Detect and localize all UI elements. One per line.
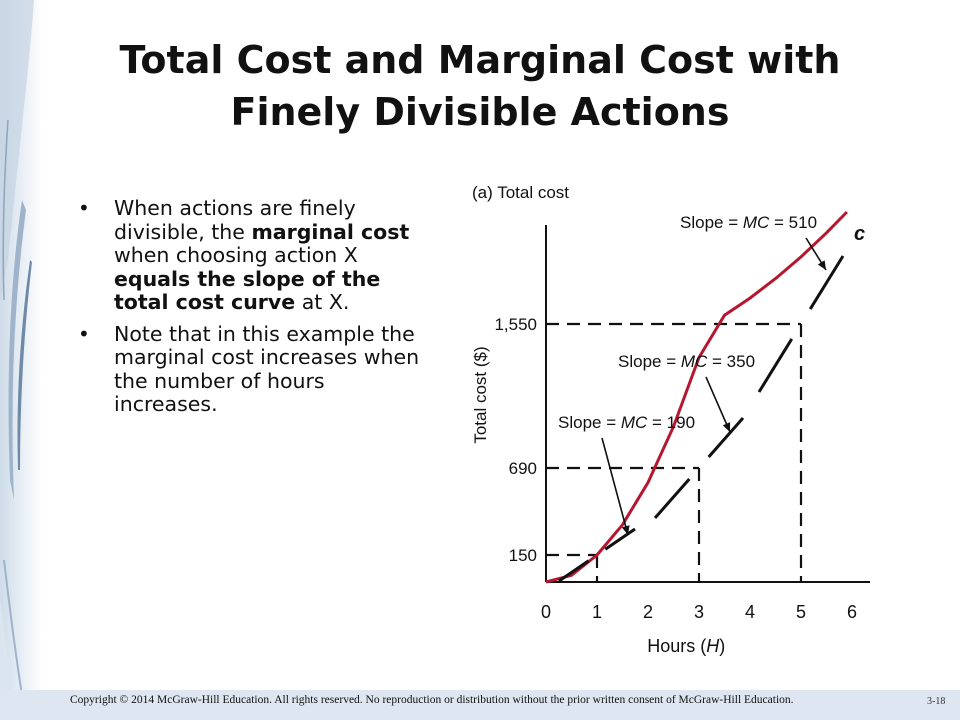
bullet-1-text-b: when choosing action X bbox=[114, 243, 358, 267]
tangent-line bbox=[653, 478, 691, 519]
tangent-slope-label: Slope = MC = 350 bbox=[618, 352, 755, 371]
tangent-slope-label: Slope = MC = 190 bbox=[558, 413, 695, 432]
curve-label: c bbox=[854, 223, 865, 245]
bullet-item: When actions are finely divisible, the m… bbox=[76, 196, 426, 315]
total-cost-curve bbox=[545, 210, 848, 584]
decorative-swoosh-background bbox=[0, 0, 42, 720]
x-tick-label: 2 bbox=[643, 602, 653, 622]
bullet-1-text-c: at X. bbox=[295, 290, 350, 314]
bullet-2-text: Note that in this example the marginal c… bbox=[114, 321, 420, 416]
pointer-arrow-line bbox=[601, 437, 629, 536]
title-line-1: Total Cost and Marginal Cost with bbox=[119, 38, 841, 82]
footer-bar bbox=[0, 690, 960, 720]
pointer-arrowhead bbox=[722, 422, 731, 432]
bullet-item: Note that in this example the marginal c… bbox=[76, 321, 426, 417]
y-tick-label: 1,550 bbox=[494, 315, 537, 334]
pointer-arrow-line bbox=[705, 376, 731, 433]
tangent-line bbox=[604, 527, 636, 551]
tangent-slope-label: Slope = MC = 510 bbox=[680, 213, 817, 232]
slide-title: Total Cost and Marginal Cost with Finely… bbox=[60, 34, 900, 138]
title-line-2: Finely Divisible Actions bbox=[230, 90, 730, 134]
y-axis-label: Total cost ($) bbox=[471, 346, 490, 443]
bullet-1-bold-marginal-cost: marginal cost bbox=[251, 219, 410, 244]
copyright-notice: Copyright © 2014 McGraw-Hill Education. … bbox=[70, 694, 794, 706]
total-cost-chart: (a) Total cost 150 690 1,550 0 1 2 3 4 5 6 Hours (H… bbox=[471, 183, 870, 656]
x-tick-label: 5 bbox=[796, 602, 806, 622]
bullet-1-text-a: When actions are finely divisible, the bbox=[114, 196, 356, 244]
x-tick-label: 3 bbox=[694, 602, 704, 622]
tangent-line bbox=[757, 338, 794, 393]
tangent-line bbox=[707, 417, 745, 458]
x-tick-label: 4 bbox=[745, 602, 755, 622]
pointer-arrowhead bbox=[621, 525, 630, 535]
panel-label: (a) Total cost bbox=[472, 183, 569, 202]
x-axis-label: Hours (H) bbox=[647, 636, 725, 656]
bullet-1-bold-slope: equals the slope of the total cost curve bbox=[114, 266, 381, 314]
tangent-line bbox=[808, 255, 845, 310]
page-number: 3-18 bbox=[927, 696, 946, 707]
x-tick-label: 6 bbox=[847, 602, 857, 622]
x-tick-label: 0 bbox=[541, 602, 551, 622]
tangent-line bbox=[558, 559, 590, 583]
pointer-arrowhead bbox=[817, 260, 826, 270]
x-tick-label: 1 bbox=[592, 602, 602, 622]
y-tick-label: 150 bbox=[509, 546, 537, 565]
bullet-list: When actions are finely divisible, the m… bbox=[76, 196, 426, 425]
y-tick-label: 690 bbox=[509, 459, 537, 478]
